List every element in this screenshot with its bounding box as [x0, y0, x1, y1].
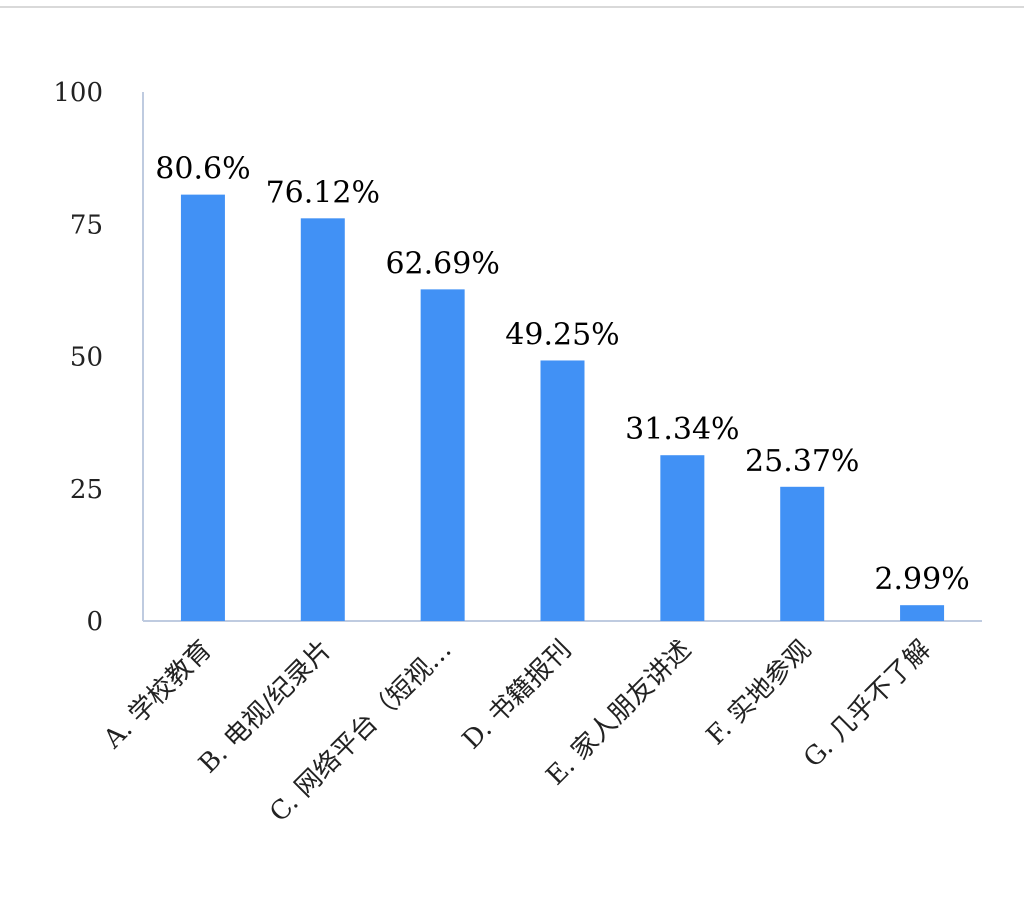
- category-label: D. 书籍报刊: [457, 635, 578, 756]
- bar: [660, 455, 705, 621]
- data-label: 80.6%: [155, 152, 250, 187]
- data-label: 2.99%: [874, 562, 969, 597]
- y-tick-label: 50: [70, 343, 103, 373]
- data-label: 49.25%: [505, 317, 619, 352]
- category-label: F. 实地参观: [701, 635, 817, 751]
- bar: [540, 360, 585, 621]
- top-border: [0, 6, 1024, 8]
- data-label: 62.69%: [385, 246, 499, 281]
- category-label: G. 几乎不了解: [798, 635, 937, 774]
- y-tick-label: 75: [70, 210, 103, 240]
- data-label: 31.34%: [625, 412, 739, 447]
- bar: [180, 194, 225, 621]
- bar: [300, 218, 345, 621]
- bar: [900, 605, 945, 621]
- bar: [420, 289, 465, 621]
- category-label: A. 学校教育: [97, 635, 217, 755]
- y-axis: 0 25 50 75 100: [53, 78, 982, 637]
- data-label: 25.37%: [745, 444, 859, 479]
- bars: [180, 194, 945, 621]
- data-label: 76.12%: [266, 175, 380, 210]
- y-tick-label: 0: [86, 607, 103, 637]
- y-tick-label: 25: [70, 475, 103, 505]
- y-tick-label: 100: [53, 78, 103, 108]
- bar: [780, 486, 825, 621]
- data-labels: 80.6% 76.12% 62.69% 49.25% 31.34%25.37% 2.99%: [155, 152, 969, 598]
